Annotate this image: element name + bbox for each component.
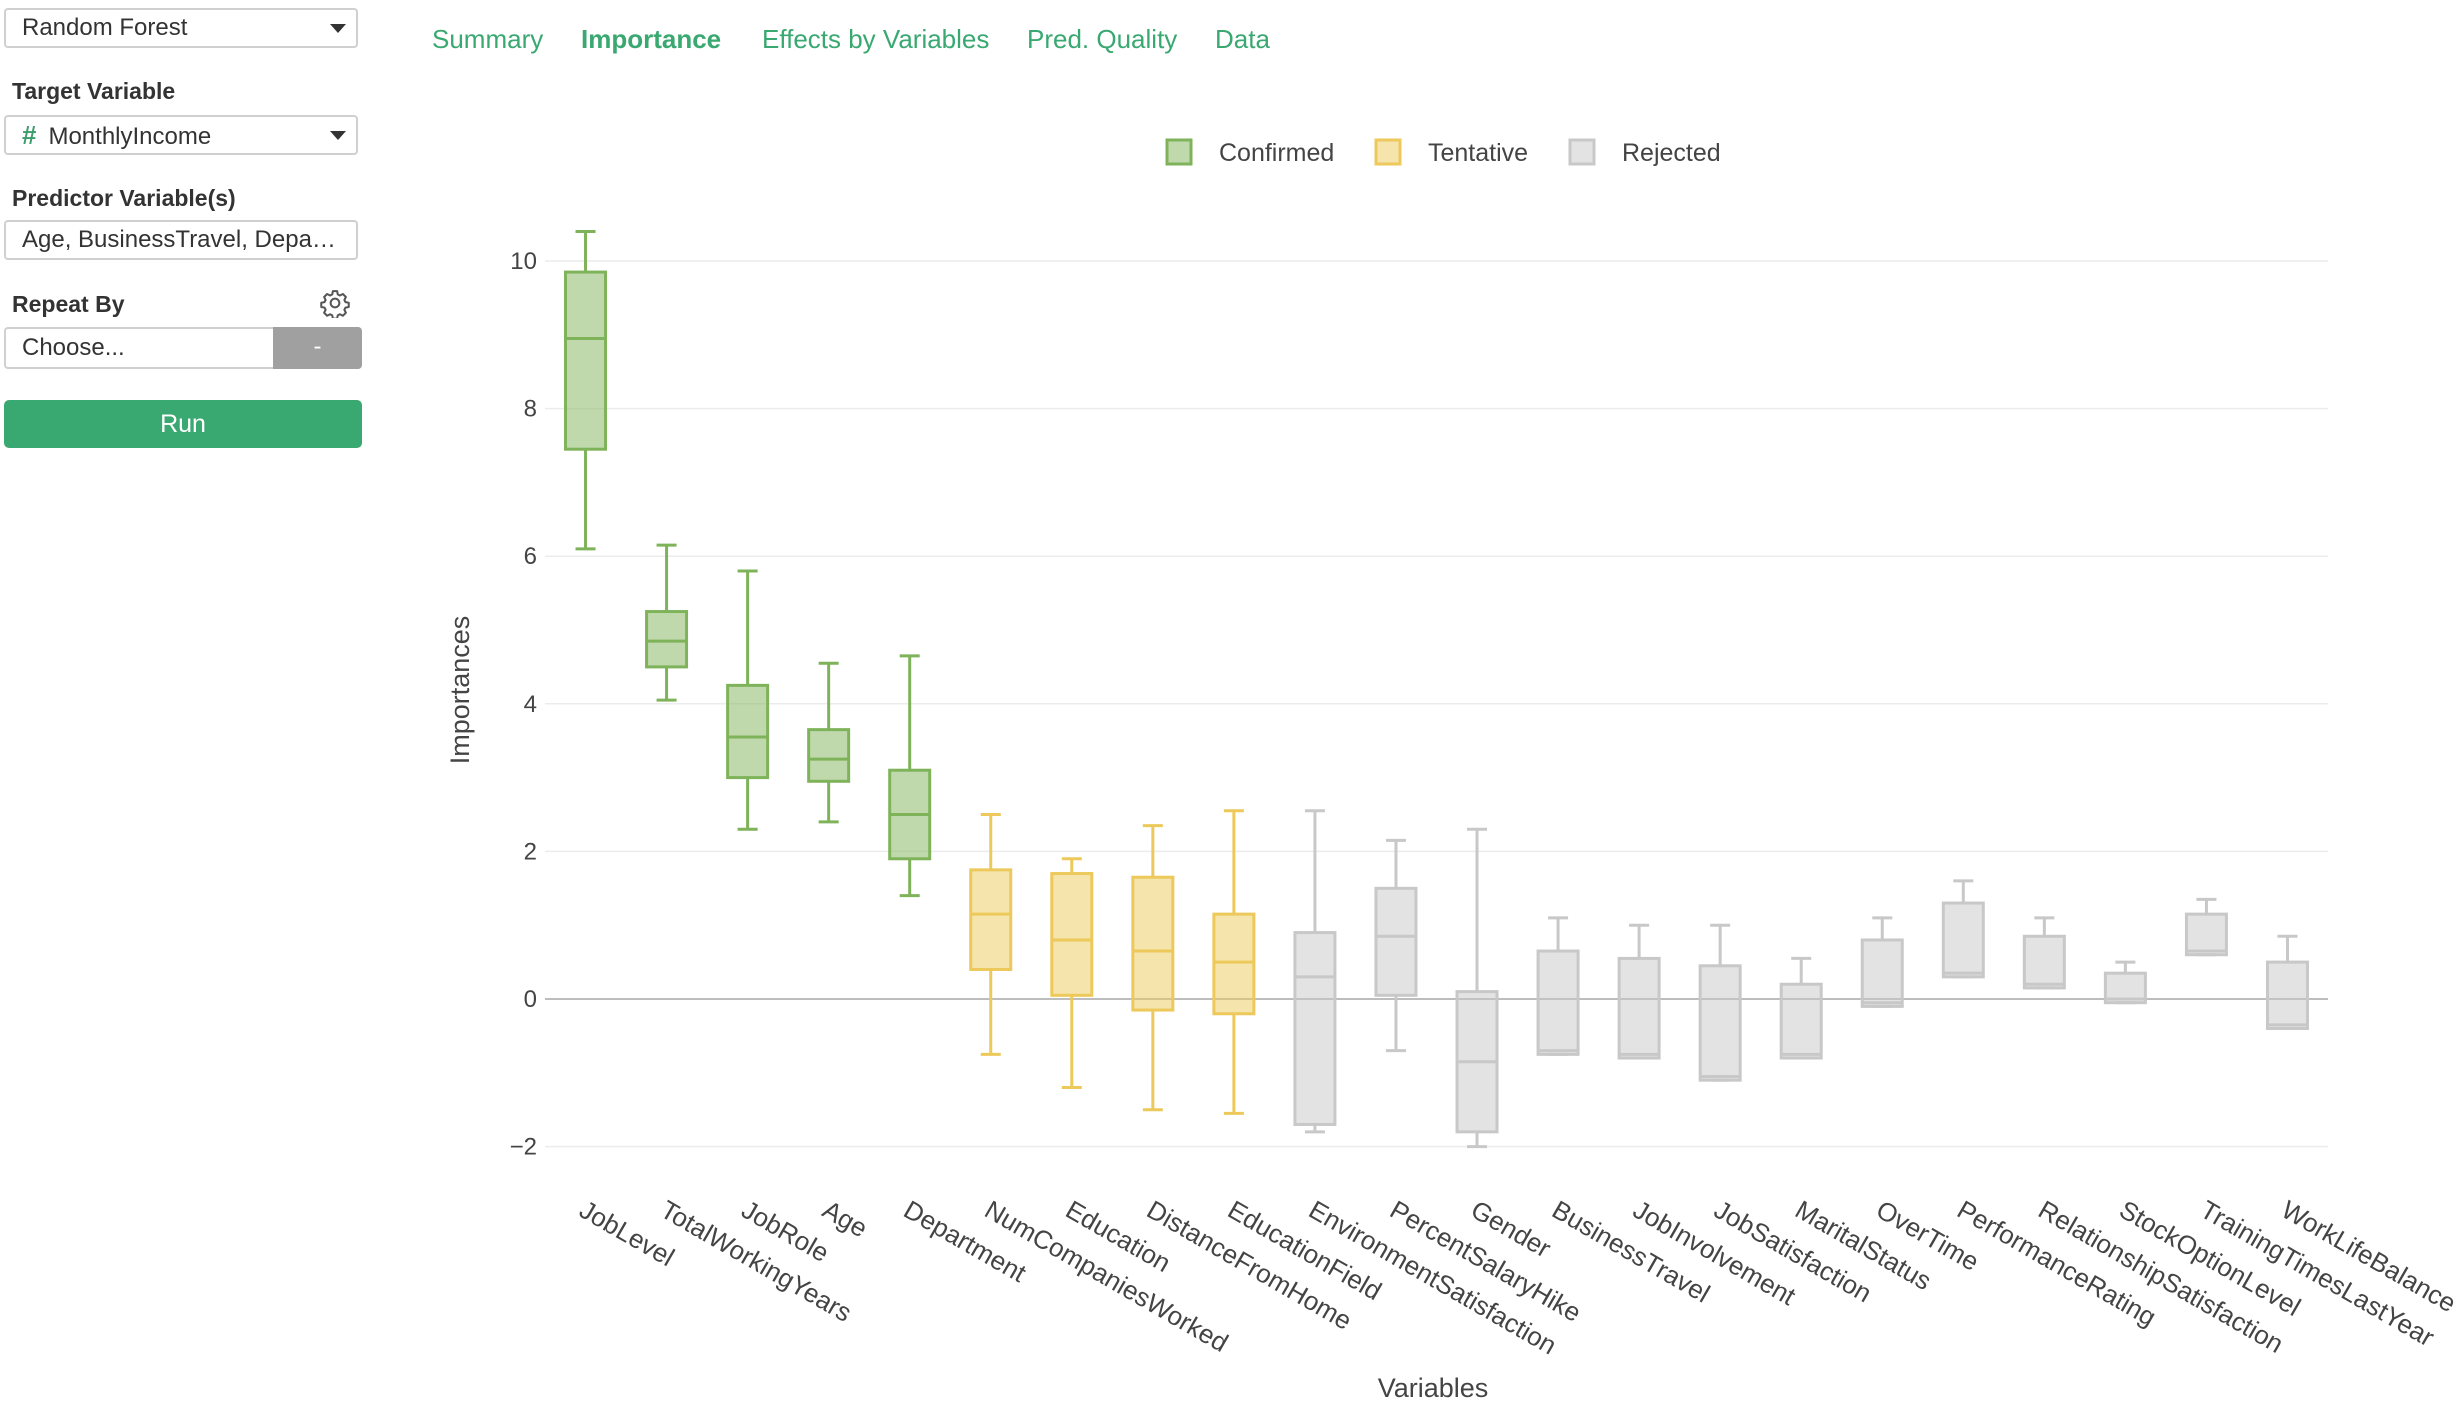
box-trainingtimeslastyear [2184, 912, 2228, 957]
y-tick-label: −2 [510, 1134, 537, 1161]
repeat-by-placeholder: Choose... [22, 334, 125, 361]
target-variable-select[interactable]: # MonthlyIncome [4, 115, 358, 155]
x-tick-label: Age [818, 1194, 873, 1243]
model-select[interactable]: Random Forest [4, 8, 358, 48]
box-educationfield [1212, 912, 1256, 1016]
target-variable-value: MonthlyIncome [48, 123, 212, 150]
model-select-value: Random Forest [22, 14, 188, 41]
x-axis-title: Variables [1378, 1373, 1489, 1402]
predictor-variables-label: Predictor Variable(s) [12, 185, 236, 211]
legend-label-rejected: Rejected [1622, 139, 1721, 167]
legend-swatch-tentative [1374, 138, 1402, 166]
box-performancerating [1941, 901, 1985, 979]
y-tick-label: 6 [524, 543, 537, 570]
legend-label-tentative: Tentative [1428, 139, 1528, 167]
gear-icon[interactable] [320, 288, 350, 318]
box-joblevel [564, 270, 608, 451]
box-relationshipsatisfaction [2022, 934, 2066, 990]
tab-importance[interactable]: Importance [581, 24, 722, 54]
box-maritalstatus [1779, 982, 1823, 1060]
sidebar: Random Forest Target Variable # MonthlyIn… [0, 0, 370, 1402]
chevron-down-icon [330, 131, 346, 140]
box-jobinvolvement [1617, 956, 1661, 1060]
tab-pred-quality[interactable]: Pred. Quality [1027, 24, 1178, 54]
tab-effects-by-variables[interactable]: Effects by Variables [762, 24, 990, 54]
box-distancefromhome [1131, 875, 1175, 1012]
tab-data[interactable]: Data [1215, 24, 1270, 54]
predictor-variables-select[interactable]: Age, BusinessTravel, Depar… [4, 220, 358, 260]
legend-label-confirmed: Confirmed [1219, 139, 1334, 167]
y-axis-title: Importances [445, 616, 475, 765]
box-jobrole [726, 683, 770, 780]
repeat-by-input[interactable]: Choose... [4, 327, 274, 369]
run-button[interactable]: Run [4, 400, 362, 448]
box-percentsalaryhike [1374, 886, 1418, 997]
box-environmentsatisfaction [1293, 931, 1337, 1126]
box-education [1050, 872, 1094, 997]
target-variable-label: Target Variable [12, 78, 176, 104]
box-jobsatisfaction [1698, 964, 1742, 1082]
box-numcompaniesworked [969, 868, 1013, 971]
y-tick-label: 2 [524, 838, 537, 865]
y-tick-label: 0 [524, 986, 537, 1013]
box-age [807, 728, 851, 783]
repeat-by-clear-button[interactable]: - [273, 327, 362, 369]
legend-swatch-confirmed [1165, 138, 1193, 166]
tab-summary[interactable]: Summary [432, 24, 544, 54]
box-businesstravel [1536, 949, 1580, 1056]
box-worklifebalance [2265, 960, 2309, 1031]
chevron-down-icon [330, 24, 346, 33]
y-tick-label: 10 [510, 248, 537, 275]
repeat-by-label: Repeat By [12, 291, 125, 317]
y-tick-label: 8 [524, 396, 537, 423]
numeric-type-icon: # [22, 120, 37, 150]
y-tick-label: 4 [524, 691, 537, 718]
legend-swatch-rejected [1568, 138, 1596, 166]
box-overtime [1860, 938, 1904, 1008]
box-totalworkingyears [645, 610, 689, 669]
